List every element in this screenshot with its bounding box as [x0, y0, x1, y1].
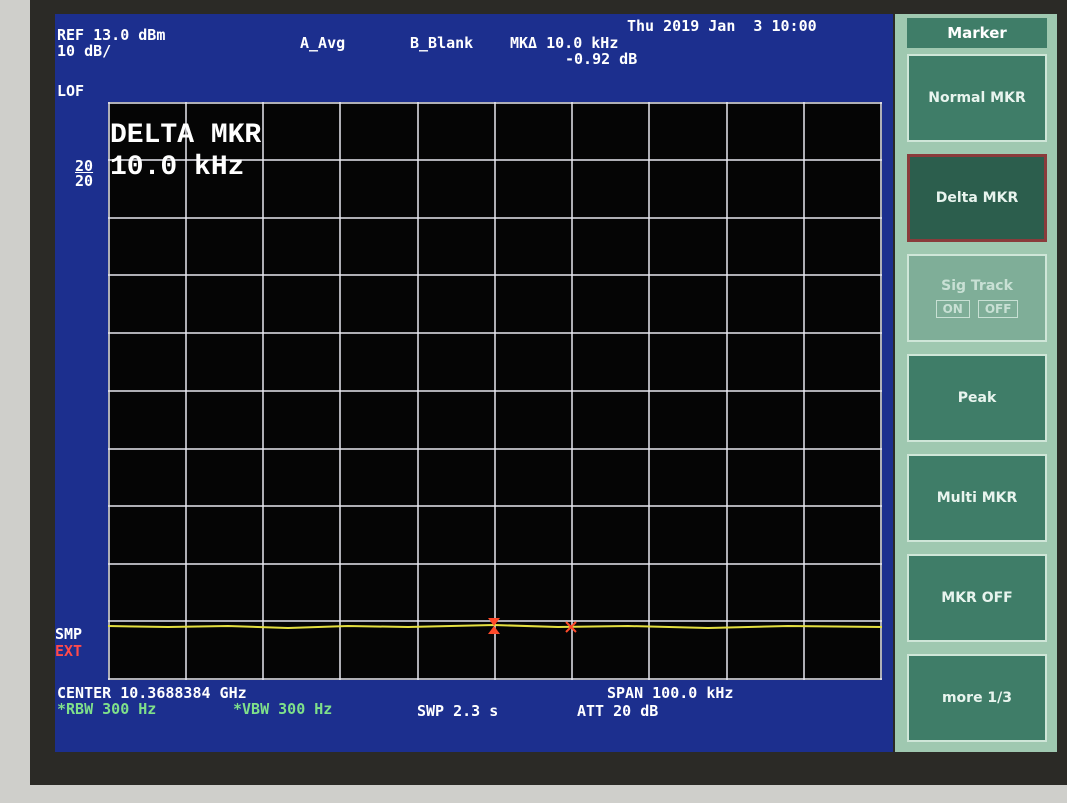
annotation-title: DELTA MKR [110, 120, 262, 151]
softkey-disabled: Sig Track ON OFF [907, 254, 1047, 342]
smp: SMP [55, 625, 83, 643]
rbw: *RBW 300 Hz [57, 700, 157, 718]
sig-track-label: Sig Track [941, 278, 1013, 294]
softkey[interactable]: MKR OFF [907, 554, 1047, 642]
menu-title: Marker [907, 18, 1047, 48]
avg-bottom: 20 [75, 172, 94, 190]
ref-level: REF 13.0 dBm [57, 26, 166, 44]
softkey[interactable]: Peak [907, 354, 1047, 442]
trace-a: A_Avg [300, 34, 346, 52]
screen: REF 13.0 dBm 10 dB/ A_Avg B_Blank MKΔ 10… [55, 14, 893, 752]
span: SPAN 100.0 kHz [607, 684, 734, 702]
ext: EXT [55, 642, 83, 660]
sig-track-off: OFF [977, 300, 1019, 318]
softkey[interactable]: Multi MKR [907, 454, 1047, 542]
lof: LOF [57, 82, 85, 100]
attenuation: ATT 20 dB [577, 702, 659, 720]
vbw: *VBW 300 Hz [233, 700, 333, 718]
marker-level: -0.92 dB [565, 50, 638, 68]
softkey[interactable]: Delta MKR [907, 154, 1047, 242]
center-freq: CENTER 10.3688384 GHz [57, 684, 247, 702]
sig-track-on: ON [935, 300, 970, 318]
annotation-value: 10.0 kHz [110, 152, 245, 183]
softkey[interactable]: more 1/3 [907, 654, 1047, 742]
scale: 10 dB/ [57, 42, 112, 60]
softkey[interactable]: Normal MKR [907, 54, 1047, 142]
softkey-panel: Marker Normal MKR Delta MKR Sig Track ON… [895, 14, 1057, 752]
trace-b: B_Blank [410, 34, 474, 52]
marker-delta: MKΔ 10.0 kHz [510, 34, 619, 52]
datetime: Thu 2019 Jan 3 10:00 [627, 17, 817, 35]
avg-top: 20 [75, 157, 94, 175]
sweep-time: SWP 2.3 s [417, 702, 499, 720]
graticule [108, 102, 882, 680]
